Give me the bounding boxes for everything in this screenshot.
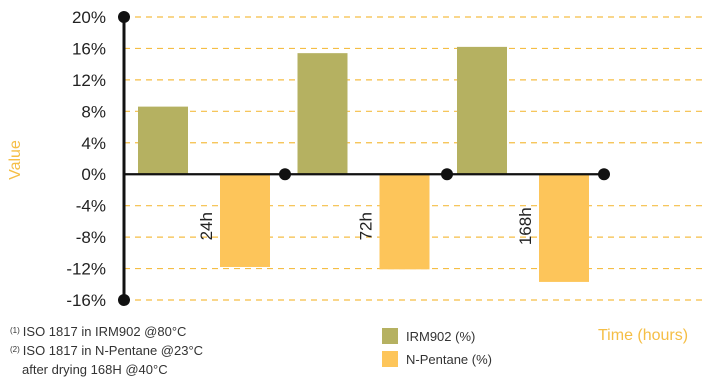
category-label-24h: 24h [197, 212, 216, 240]
y-tick-label: 20% [72, 8, 106, 27]
y-axis-end-dot [118, 11, 130, 23]
footnote-2-mark: (2) [10, 345, 20, 354]
x-axis-title: Time (hours) [598, 327, 689, 344]
footnote-1: (1) ISO 1817 in IRM902 @80°C [10, 322, 203, 341]
y-tick-label: 12% [72, 71, 106, 90]
y-tick-label: -4% [76, 197, 106, 216]
category-label-168h: 168h [516, 207, 535, 245]
footnote-2: (2) ISO 1817 in N-Pentane @23°C [10, 341, 203, 360]
category-divider-dot [441, 168, 453, 181]
bar-chart: 20% 16% 12% 8% 4% 0% -4% -8% -12% -16% Value 24h 72h… [7, 8, 707, 310]
footnote-3-text: after drying 168H @40°C [22, 362, 168, 377]
y-axis-end-dot [118, 294, 130, 306]
y-tick-label: 8% [81, 102, 106, 121]
bar-n-pentane-72h [379, 174, 430, 270]
y-axis-title: Value [7, 140, 24, 180]
legend-item-irm902: IRM902 (%) [382, 326, 492, 346]
footnotes: (1) ISO 1817 in IRM902 @80°C (2) ISO 1817 … [10, 322, 203, 379]
y-tick-label: 4% [81, 134, 106, 153]
legend-label-irm902: IRM902 (%) [406, 328, 476, 344]
category-divider-dot [279, 168, 291, 181]
legend-swatch-n-pentane [382, 351, 398, 367]
y-tick-label: -16% [66, 291, 106, 310]
bar-irm902-72h [297, 53, 348, 175]
category-label-72h: 72h [357, 212, 376, 240]
bar-irm902-168h [457, 46, 507, 175]
bar-n-pentane-24h [220, 174, 270, 267]
legend-item-n-pentane: N-Pentane (%) [382, 349, 492, 369]
footnote-2-text: ISO 1817 in N-Pentane @23°C [22, 343, 204, 358]
footnote-2-continued: after drying 168H @40°C [10, 360, 203, 379]
bar-irm902-24h [138, 106, 188, 175]
legend: IRM902 (%) N-Pentane (%) [382, 326, 492, 372]
y-tick-label: -8% [76, 228, 106, 247]
footnote-1-text: ISO 1817 in IRM902 @80°C [22, 324, 187, 339]
y-tick-label: 0% [81, 165, 106, 184]
y-tick-label: -12% [66, 260, 106, 279]
y-tick-label: 16% [72, 39, 106, 58]
legend-swatch-irm902 [382, 328, 398, 344]
legend-label-n-pentane: N-Pentane (%) [406, 351, 492, 367]
bar-n-pentane-168h [539, 174, 589, 282]
footnote-1-mark: (1) [10, 326, 20, 335]
category-divider-dot [598, 168, 610, 181]
